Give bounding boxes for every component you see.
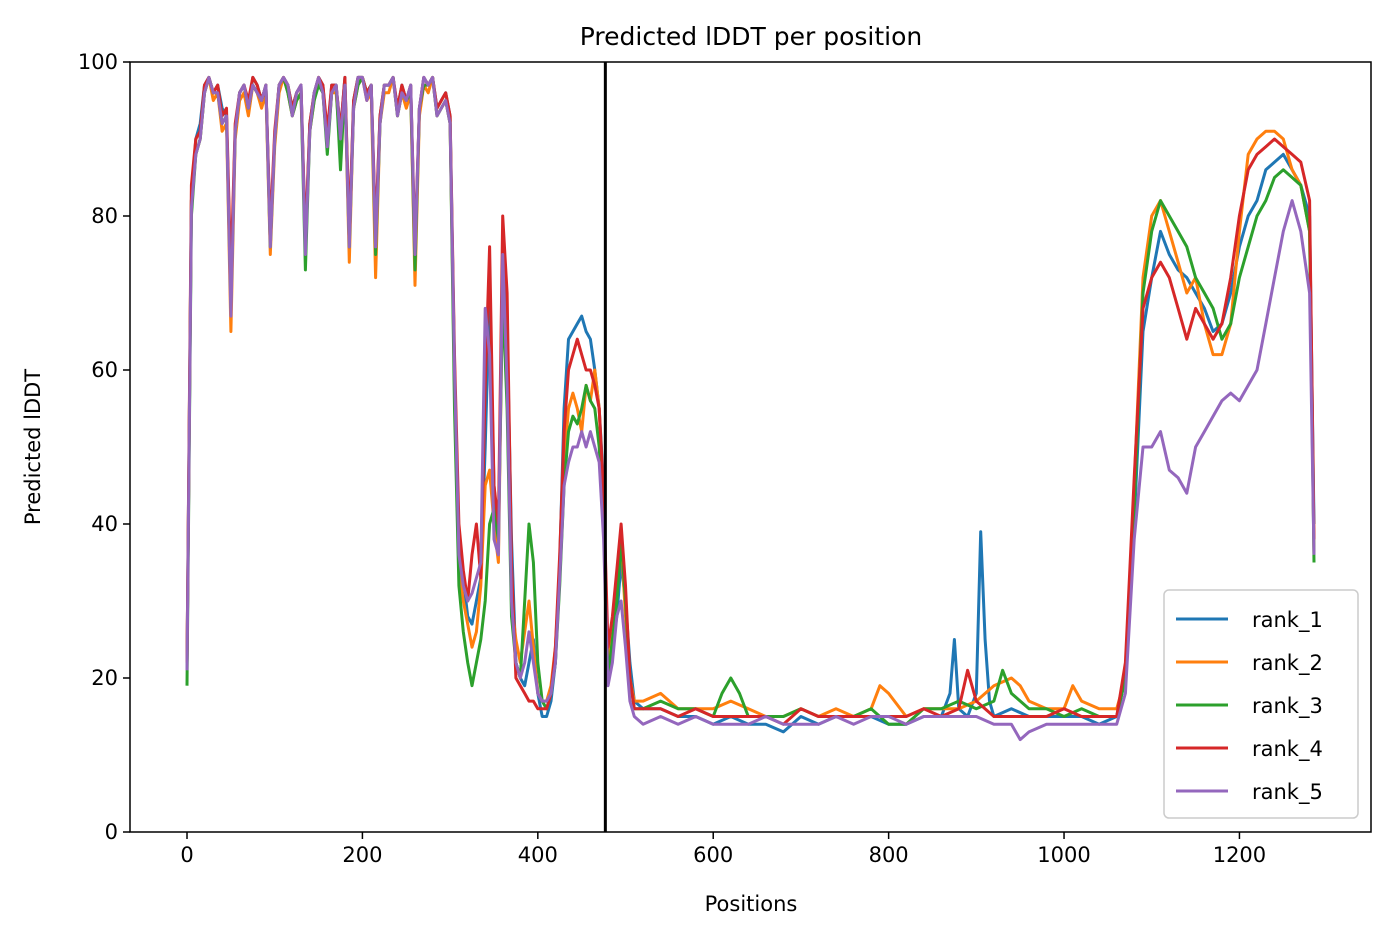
y-axis-label: Predicted lDDT: [21, 369, 45, 525]
y-axis: 0 20 40 60 80 100: [78, 50, 130, 844]
y-tick-label: 20: [91, 666, 118, 690]
x-tick-label: 400: [518, 843, 558, 867]
y-tick-label: 60: [91, 358, 118, 382]
x-axis-label: Positions: [705, 892, 798, 916]
series-layer: [185, 75, 1316, 742]
legend-box: [1163, 589, 1359, 819]
x-tick-label: 0: [180, 843, 193, 867]
legend: rank_1 rank_2 rank_3 rank_4 rank_5: [1163, 589, 1359, 819]
legend-label-rank_5: rank_5: [1252, 780, 1323, 805]
chart-title: Predicted lDDT per position: [580, 22, 922, 51]
legend-label-rank_2: rank_2: [1252, 651, 1323, 676]
x-tick-label: 200: [342, 843, 382, 867]
x-tick-label: 1000: [1037, 843, 1090, 867]
legend-label-rank_4: rank_4: [1252, 737, 1323, 762]
y-tick-label: 0: [105, 820, 118, 844]
legend-label-rank_3: rank_3: [1252, 694, 1323, 719]
plot-frame: [129, 61, 1372, 833]
x-tick-label: 800: [869, 843, 909, 867]
y-tick-label: 80: [91, 204, 118, 228]
x-tick-label: 1200: [1213, 843, 1266, 867]
series-line-rank_5: [185, 75, 1316, 742]
x-tick-label: 600: [693, 843, 733, 867]
x-axis: 0 200 400 600 800 1000 1200: [180, 832, 1266, 867]
legend-label-rank_1: rank_1: [1252, 608, 1323, 633]
y-tick-label: 40: [91, 512, 118, 536]
y-tick-label: 100: [78, 50, 118, 74]
